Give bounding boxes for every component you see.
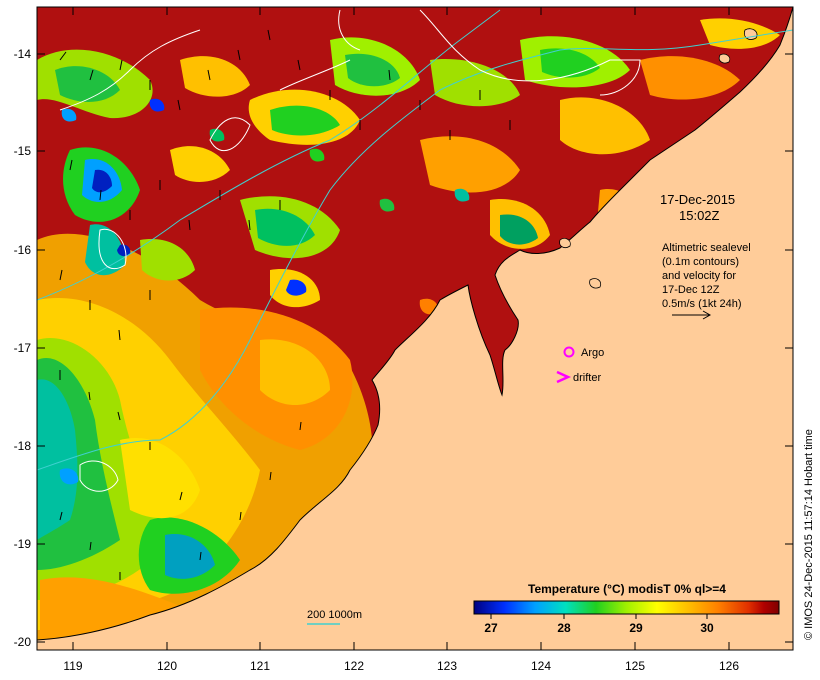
timestamp-annotation: 17-Dec-2015 15:02Z	[660, 192, 735, 223]
lon-tick-label: 124	[531, 659, 551, 673]
map-plot-area	[37, 7, 793, 650]
lon-tick-label: 126	[719, 659, 739, 673]
time-label: 15:02Z	[679, 208, 720, 223]
argo-icon	[563, 346, 575, 358]
lon-tick-label: 122	[344, 659, 364, 673]
lat-tick-label: -17	[14, 341, 32, 355]
longitude-axis: 119 120 121 122 123 124 125 126	[63, 7, 739, 673]
velocity-arrows	[59, 29, 511, 580]
lon-tick-label: 119	[63, 659, 82, 673]
lat-tick-label: -20	[14, 635, 32, 649]
lat-tick-label: -19	[14, 537, 32, 551]
altimetry-line: 0.5m/s (1kt 24h)	[662, 298, 741, 310]
lat-tick-label: -18	[14, 439, 32, 453]
date-label: 17-Dec-2015	[660, 192, 735, 207]
altimetry-line: Altimetric sealevel	[662, 242, 751, 254]
lon-tick-label: 120	[157, 659, 177, 673]
colorbar-gradient	[473, 600, 780, 615]
sealevel-contours	[59, 9, 641, 492]
imos-credit: © IMOS 24-Dec-2015 11:57:14 Hobart time	[803, 429, 815, 640]
colorbar-tick-label: 29	[629, 621, 643, 635]
latitude-axis: -14 -15 -16 -17 -18 -19 -20	[14, 47, 793, 649]
velocity-scale-arrow-icon	[672, 310, 712, 320]
platform-legend: Argo drifter	[556, 346, 604, 384]
land-mass	[37, 7, 793, 650]
lat-tick-label: -16	[14, 243, 32, 257]
lat-tick-label: -14	[14, 47, 32, 61]
argo-label: Argo	[581, 347, 604, 359]
colorbar-tick-label: 27	[484, 621, 498, 635]
isobath-lines	[37, 9, 793, 471]
lon-tick-label: 125	[625, 659, 645, 673]
lon-tick-label: 123	[437, 659, 457, 673]
colorbar-tick-label: 28	[557, 621, 571, 635]
drifter-label: drifter	[573, 372, 601, 384]
lon-tick-label: 121	[250, 659, 270, 673]
colorbar-title: Temperature (°C) modisT 0% ql>=4	[528, 582, 726, 596]
altimetry-note: Altimetric sealevel (0.1m contours) and …	[662, 242, 751, 320]
depth-scale-label: 200 1000m	[307, 609, 362, 621]
altimetry-line: and velocity for	[662, 270, 736, 282]
colorbar-tick-label: 30	[700, 621, 714, 635]
altimetry-line: (0.1m contours)	[662, 256, 739, 268]
temperature-colorbar: Temperature (°C) modisT 0% ql>=4 27 28 2…	[473, 582, 780, 635]
drifter-icon	[556, 370, 572, 384]
altimetry-line: 17-Dec 12Z	[662, 284, 720, 296]
depth-scale: 200 1000m	[307, 609, 362, 625]
plot-border	[36, 6, 794, 651]
lat-tick-label: -15	[14, 144, 32, 158]
